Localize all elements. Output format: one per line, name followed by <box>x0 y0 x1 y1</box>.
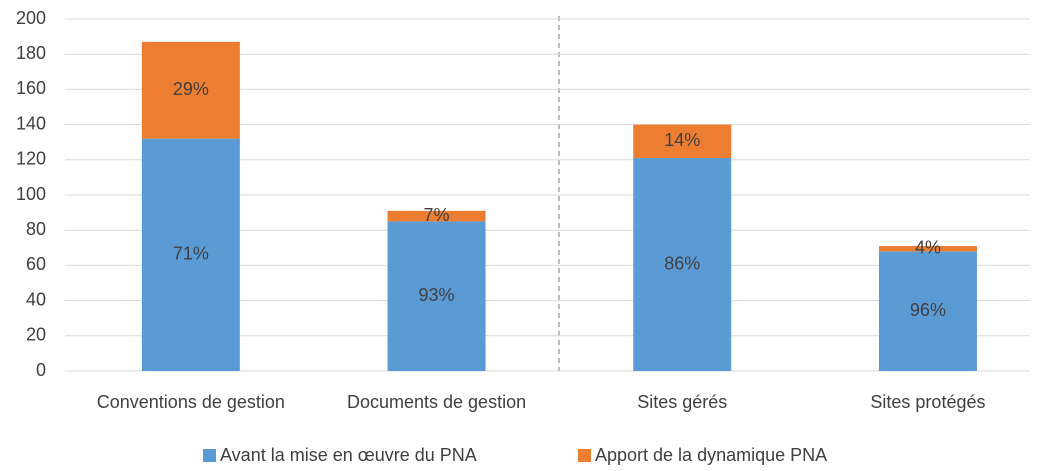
y-tick-label: 40 <box>26 289 46 309</box>
bar-segment <box>633 158 732 371</box>
y-tick-label: 60 <box>26 254 46 274</box>
x-tick-label: Sites gérés <box>637 392 727 412</box>
share-label: 29% <box>173 79 209 99</box>
bar-segment <box>141 138 240 371</box>
x-tick-label: Conventions de gestion <box>97 392 285 412</box>
legend-swatch <box>578 449 591 462</box>
share-label: 7% <box>424 205 450 225</box>
bar-segment <box>633 124 732 159</box>
y-tick-label: 20 <box>26 325 46 345</box>
share-label: 93% <box>419 285 455 305</box>
y-tick-label: 200 <box>16 8 46 28</box>
y-tick-label: 120 <box>16 149 46 169</box>
share-label: 96% <box>910 300 946 320</box>
x-tick-label: Sites protégés <box>870 392 985 412</box>
share-label: 4% <box>915 237 941 257</box>
x-tick-label: Documents de gestion <box>347 392 526 412</box>
legend-label: Apport de la dynamique PNA <box>595 445 827 465</box>
y-tick-label: 0 <box>36 360 46 380</box>
legend-swatch <box>203 449 216 462</box>
y-tick-label: 80 <box>26 219 46 239</box>
bar-segment <box>141 41 240 139</box>
share-label: 86% <box>664 253 700 273</box>
y-tick-label: 140 <box>16 113 46 133</box>
bar-segment <box>878 251 977 371</box>
y-tick-label: 180 <box>16 43 46 63</box>
legend-label: Avant la mise en œuvre du PNA <box>220 445 477 465</box>
bar-segment <box>878 246 977 252</box>
y-tick-label: 160 <box>16 78 46 98</box>
bar-segment <box>387 221 486 371</box>
share-label: 71% <box>173 244 209 264</box>
y-tick-label: 100 <box>16 184 46 204</box>
bar-segment <box>387 210 486 222</box>
share-label: 14% <box>664 130 700 150</box>
